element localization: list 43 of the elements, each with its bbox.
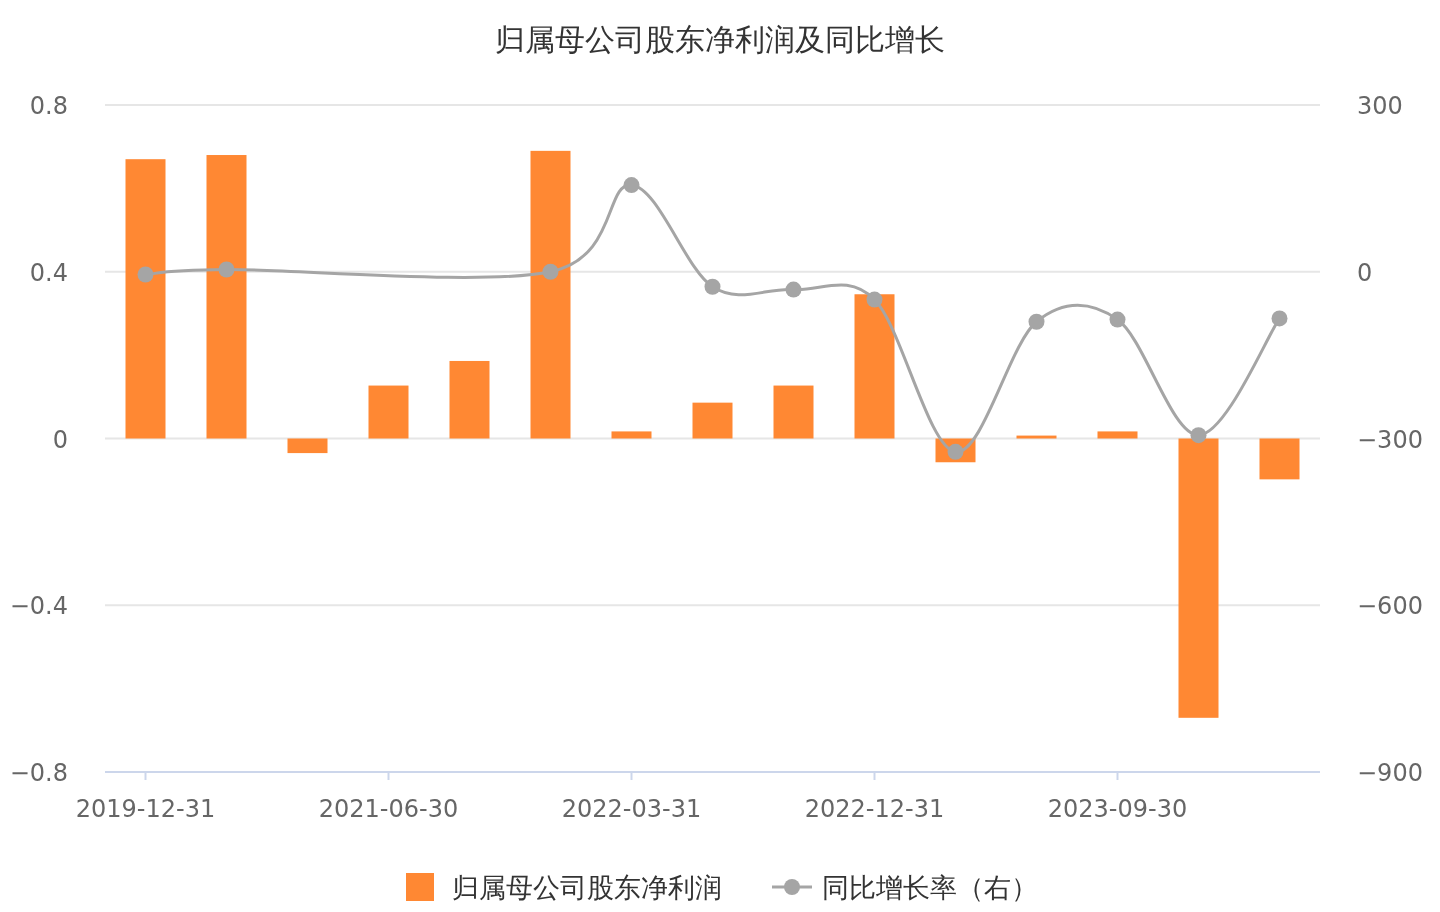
point [218,261,235,278]
chart-title: 归属母公司股东净利润及同比增长 [495,22,945,57]
y-tick-label: 0 [52,425,68,454]
point [785,281,802,298]
point [704,278,721,295]
y2-tick-label: 0 [1357,258,1373,287]
y2-tick-label: −600 [1357,592,1423,621]
y2-tick-label: −300 [1357,425,1423,454]
x-tick-label: 2022-12-31 [804,795,945,823]
point [1028,313,1045,330]
point [1190,427,1207,444]
bar [206,155,247,439]
bar [368,385,409,439]
y-tick-label: −0.8 [9,759,68,787]
bar [530,150,571,439]
bar [125,159,166,439]
point [866,291,883,308]
bar [692,402,733,439]
point [542,263,559,280]
y-tick-label: 0.4 [29,258,68,287]
bar [287,438,328,454]
point [137,266,154,283]
bar [449,360,490,439]
x-tick-label: 2022-03-31 [561,795,702,823]
point [1271,310,1288,327]
bar [611,431,652,439]
y-tick-label: −0.4 [9,592,68,621]
legend-label: 归属母公司股东净利润 [452,872,722,903]
y-tick-label: 0.8 [29,92,68,120]
bar [854,294,895,439]
bar [1259,438,1300,480]
x-tick-label: 2023-09-30 [1047,795,1188,823]
point [1109,311,1126,328]
x-tick-label: 2021-06-30 [318,795,459,823]
x-tick-label: 2019-12-31 [75,795,216,823]
bar [1178,438,1219,718]
bar [1097,431,1138,439]
bar [1016,435,1057,439]
legend-label: 同比增长率（右） [822,872,1038,903]
y2-tick-label: −900 [1357,759,1423,787]
y2-tick-label: 300 [1357,92,1403,120]
point [623,177,640,194]
bar [773,385,814,439]
